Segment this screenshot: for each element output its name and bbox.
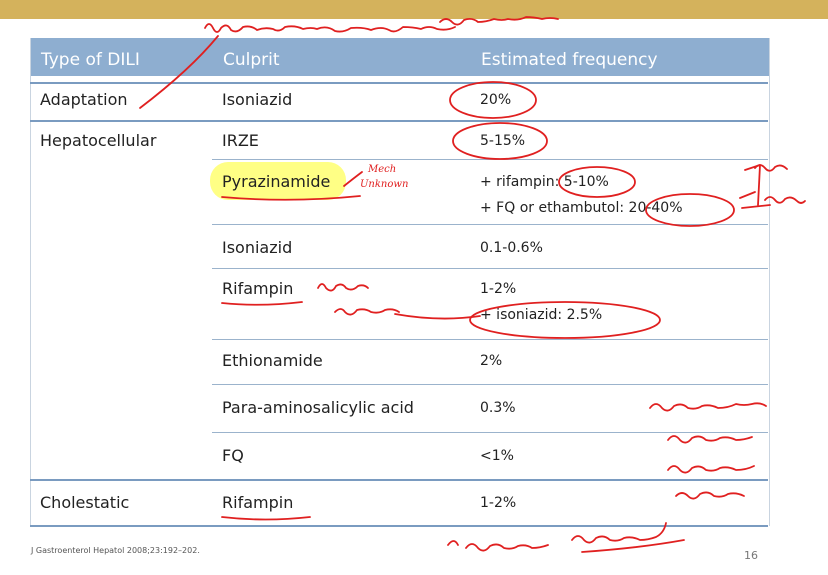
ink-scribble-top xyxy=(204,23,456,33)
ink-underline-rifampin xyxy=(221,301,303,306)
header-type: Type of DILI xyxy=(41,50,140,70)
page-number: 16 xyxy=(744,549,758,562)
ink-scribble-note-1 xyxy=(649,402,767,412)
cell-culprit: Pyrazinamide xyxy=(222,172,331,191)
cell-type: Adaptation xyxy=(40,90,128,109)
cell-culprit: Rifampin xyxy=(222,493,294,512)
row-divider xyxy=(30,120,768,122)
highlight-marker xyxy=(210,162,346,200)
header-frequency: Estimated frequency xyxy=(481,50,658,70)
citation: J Gastroenterol Hepatol 2008;23:192–202. xyxy=(31,546,200,555)
row-divider xyxy=(212,224,768,225)
ink-scribble-rifampin-1 xyxy=(317,283,369,292)
row-divider xyxy=(212,268,768,269)
header-culprit: Culprit xyxy=(223,50,280,70)
ink-circle-20-40 xyxy=(645,193,735,227)
cell-frequency: 0.1-0.6% xyxy=(480,240,543,256)
ink-note-mech: Mech xyxy=(367,164,396,175)
cell-type: Cholestatic xyxy=(40,493,130,512)
cell-frequency: 5-15% xyxy=(480,133,526,149)
cell-frequency: + rifampin: 5-10% xyxy=(480,174,609,190)
cell-frequency: 20% xyxy=(480,92,512,108)
ink-circle-20 xyxy=(449,81,537,119)
dili-table: Type of DILI Culprit Estimated frequency xyxy=(30,38,770,526)
ink-scribble-rifampin-2 xyxy=(334,308,400,316)
row-divider xyxy=(30,525,768,527)
ink-scribble-note-3 xyxy=(667,465,755,474)
ink-bracket-right xyxy=(739,164,771,209)
cell-type: Hepatocellular xyxy=(40,131,157,150)
ink-scribble-bottom-1 xyxy=(447,540,549,552)
cell-frequency: <1% xyxy=(480,448,514,464)
cell-frequency-extra: + FQ or ethambutol: 20-40% xyxy=(480,200,683,216)
ink-circle-5-10 xyxy=(558,166,636,198)
ink-note-unknown: Unknown xyxy=(360,179,408,190)
ink-arrow-mech xyxy=(343,171,363,187)
cell-culprit: IRZE xyxy=(222,131,259,150)
ink-scribble-note-2 xyxy=(667,435,753,444)
ink-arrow-isoniazid xyxy=(394,313,481,320)
cell-culprit: Isoniazid xyxy=(222,238,293,257)
ink-underline-bottom xyxy=(581,539,685,553)
ink-circle-isoniazid xyxy=(469,301,661,339)
ink-scribble-note-4 xyxy=(675,491,745,500)
row-divider xyxy=(212,432,768,433)
ink-scribble-right-2 xyxy=(764,196,806,204)
ink-scribble-bottom-2 xyxy=(571,522,667,544)
ink-scribble-right-1 xyxy=(754,164,788,172)
ink-circle-5-15 xyxy=(452,122,548,160)
cell-culprit: Rifampin xyxy=(222,279,294,298)
cell-culprit: Ethionamide xyxy=(222,351,323,370)
title-bar xyxy=(0,0,828,19)
row-divider xyxy=(30,479,768,481)
cell-frequency: 0.3% xyxy=(480,400,516,416)
row-divider xyxy=(212,384,768,385)
ink-scribble-top-2 xyxy=(439,16,559,26)
ink-arrow-adaptation xyxy=(139,35,219,109)
row-divider xyxy=(212,339,768,340)
cell-frequency: 1-2% xyxy=(480,495,517,511)
ink-underline-pyrazinamide xyxy=(221,195,361,201)
cell-frequency: 1-2% xyxy=(480,281,517,297)
cell-culprit: FQ xyxy=(222,446,244,465)
table-header: Type of DILI Culprit Estimated frequency xyxy=(31,38,769,76)
cell-culprit: Para-aminosalicylic acid xyxy=(222,398,414,417)
ink-underline-cholestatic-rifampin xyxy=(221,516,311,521)
cell-frequency-extra: + isoniazid: 2.5% xyxy=(480,307,603,323)
row-divider xyxy=(30,82,768,84)
cell-culprit: Isoniazid xyxy=(222,90,293,109)
cell-frequency: 2% xyxy=(480,353,503,369)
